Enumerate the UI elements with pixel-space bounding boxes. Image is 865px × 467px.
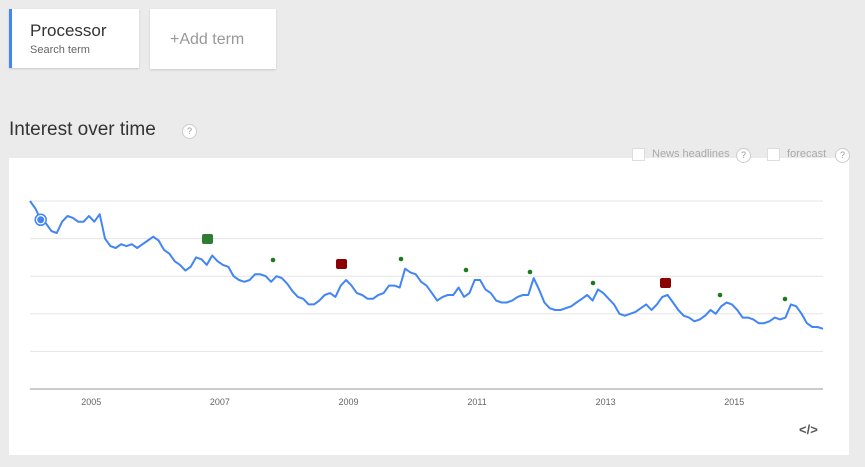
- help-icon[interactable]: ?: [835, 148, 850, 163]
- checkbox[interactable]: [632, 148, 645, 161]
- help-icon[interactable]: ?: [736, 148, 751, 163]
- checkbox[interactable]: [767, 148, 780, 161]
- news-flag[interactable]: [202, 234, 213, 244]
- news-markers: [202, 234, 788, 302]
- hover-marker-dot: [37, 216, 45, 224]
- option-label: News headlines: [652, 148, 730, 160]
- chart-panel: [9, 158, 849, 455]
- x-tick-label: 2005: [81, 397, 101, 407]
- help-icon[interactable]: ?: [182, 124, 197, 139]
- x-tick-label: 2015: [724, 397, 744, 407]
- add-term-card[interactable]: +Add term: [150, 9, 276, 69]
- term-subtitle: Search term: [30, 44, 90, 56]
- x-tick-label: 2011: [467, 397, 486, 407]
- x-tick-label: 2007: [210, 397, 230, 407]
- search-term-card[interactable]: Processor Search term: [9, 9, 139, 68]
- news-dot[interactable]: [398, 256, 404, 262]
- news-dot[interactable]: [717, 292, 723, 298]
- embed-button[interactable]: </>: [799, 422, 818, 437]
- news-flag[interactable]: [336, 259, 347, 269]
- x-tick-label: 2013: [596, 397, 616, 407]
- news-dot[interactable]: [270, 257, 276, 263]
- section-title: Interest over time: [9, 119, 156, 140]
- news-dot[interactable]: [590, 280, 596, 286]
- news-dot[interactable]: [527, 269, 533, 275]
- trend-line: [29, 200, 824, 330]
- news-dot[interactable]: [782, 296, 788, 302]
- add-term-label: +Add term: [170, 31, 245, 48]
- term-title: Processor: [30, 21, 107, 40]
- x-tick-label: 2009: [338, 397, 358, 407]
- news-dot[interactable]: [463, 267, 469, 273]
- option-label: forecast: [787, 148, 827, 160]
- news-flag[interactable]: [660, 278, 671, 288]
